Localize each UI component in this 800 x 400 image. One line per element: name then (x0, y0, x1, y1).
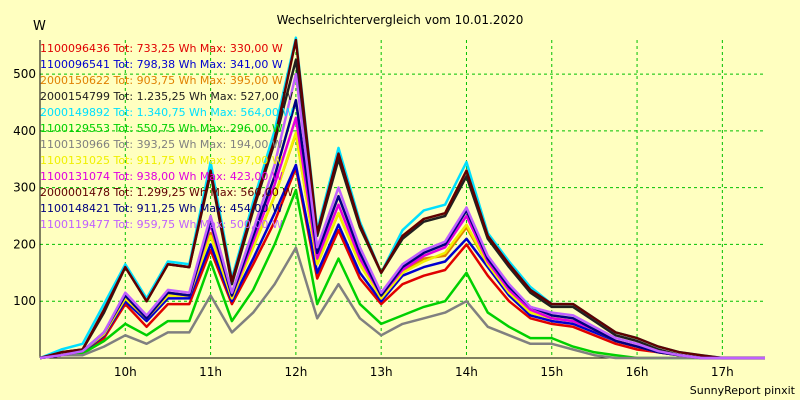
x-tick-label: 11h (199, 365, 222, 379)
x-tick-label: 17h (711, 365, 734, 379)
y-tick-label: 300 (13, 181, 36, 195)
legend-entry: 2000149892 Tot: 1.340,75 Wh Max: 564,00 … (40, 106, 293, 119)
legend-entry: 2000001478 Tot: 1.299,25 Wh Max: 560,00 … (40, 186, 293, 199)
y-tick-label: 200 (13, 237, 36, 251)
plot-area (40, 40, 765, 358)
y-tick-label: 100 (13, 294, 36, 308)
legend-entry: 1100131074 Tot: 938,00 Wh Max: 423,00 W (40, 170, 283, 183)
series-line-1 (39, 166, 765, 360)
chart-title: Wechselrichtervergleich vom 10.01.2020 (277, 13, 524, 27)
credit-label: SunnyReport pinxit (690, 384, 796, 397)
x-tick-label: 10h (114, 365, 137, 379)
series-line-11 (39, 98, 765, 360)
series-line-7 (39, 246, 765, 360)
series-line-12 (39, 72, 765, 360)
legend-entry: 2000154799 Tot: 1.235,25 Wh Max: 527,00 … (40, 90, 293, 103)
x-tick-label: 16h (626, 365, 649, 379)
legend-entry: 1100148421 Tot: 911,25 Wh Max: 454,00 W (40, 202, 283, 215)
series-line-10 (39, 38, 765, 360)
series-lines (39, 36, 765, 360)
y-tick-label: 400 (13, 124, 36, 138)
legend-entry: 1100130966 Tot: 393,25 Wh Max: 194,00 W (40, 138, 283, 151)
legend-entry: 1100129553 Tot: 550,75 Wh Max: 296,00 W (40, 122, 283, 135)
legend-entry: 2000150622 Tot: 903,75 Wh Max: 395,00 W (40, 74, 283, 87)
y-tick-label: 500 (13, 67, 36, 81)
legend-entry: 1100096541 Tot: 798,38 Wh Max: 341,00 W (40, 58, 283, 71)
legend-entry: 1100119477 Tot: 959,75 Wh Max: 500,00 W (40, 218, 283, 231)
x-tick-label: 15h (540, 365, 563, 379)
legend: 1100096436 Tot: 733,25 Wh Max: 330,00 W 1… (40, 42, 293, 231)
y-axis-unit: W (33, 19, 46, 34)
x-tick-label: 12h (284, 365, 307, 379)
legend-entry: 1100096436 Tot: 733,25 Wh Max: 330,00 W (40, 42, 283, 55)
plot-background (40, 40, 765, 358)
x-tick-label: 14h (455, 365, 478, 379)
x-tick-label: 13h (370, 365, 393, 379)
legend-entry: 1100131025 Tot: 911,75 Wh Max: 397,00 W (40, 154, 283, 167)
tick-labels: 10h 11h 12h 13h 14h 15h 16h 17h 100 200 300 400 500 (13, 67, 734, 379)
